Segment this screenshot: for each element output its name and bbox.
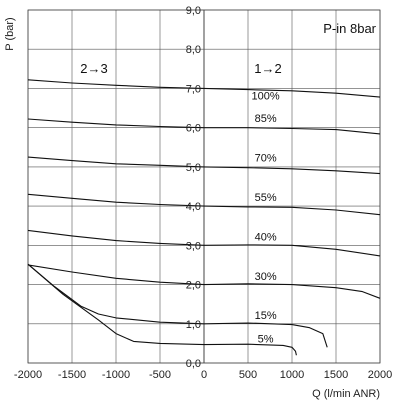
x-tick-label: 2000 [368,369,392,381]
series-label: 40% [255,232,277,244]
series-line [27,193,381,216]
series-label: 70% [255,152,277,164]
y-tick-label: 8,0 [186,44,201,56]
series-line [27,229,381,257]
series-label: 100% [252,90,280,102]
x-tick-label: -1000 [102,369,130,381]
plot-frame [27,9,381,364]
series-line [27,79,381,98]
x-tick-label: 1000 [280,369,304,381]
label-layer: -2000 -1500 -1000 -500 0 500 1000 1500 2000 0,0 1,… [14,5,392,381]
series-line [27,264,381,299]
series-line [27,118,381,135]
y-axis-title: P (bar) [4,17,16,50]
series-label: 30% [255,271,277,283]
region-right-label: 1→2 [254,61,281,76]
x-tick-label: -1500 [58,369,86,381]
y-tick-label: 1,0 [186,319,201,331]
series-label: 55% [255,192,277,204]
y-tick-label: 0,0 [186,358,201,370]
y-tick-label: 5,0 [186,162,201,174]
x-tick-label: 0 [201,369,207,381]
y-tick-label: 6,0 [186,123,201,135]
series-layer [27,79,381,356]
pressure-in-annotation: P-in 8bar [323,21,376,36]
y-tick-label: 7,0 [186,83,201,95]
x-tick-label: 1500 [324,369,348,381]
y-tick-label: 3,0 [186,240,201,252]
series-line [27,263,297,356]
series-line [27,156,381,175]
series-label: 5% [258,334,274,346]
x-tick-label: 500 [239,369,257,381]
series-line [27,263,328,348]
series-label: 15% [255,310,277,322]
region-left-label: 2→3 [80,61,107,76]
y-tick-label: 4,0 [186,201,201,213]
y-tick-label: 9,0 [186,5,201,17]
series-label: 85% [255,113,277,125]
x-tick-label: -2000 [14,369,42,381]
x-axis-title: Q (l/min ANR) [312,388,380,400]
x-tick-label: -500 [149,369,171,381]
y-tick-label: 2,0 [186,280,201,292]
